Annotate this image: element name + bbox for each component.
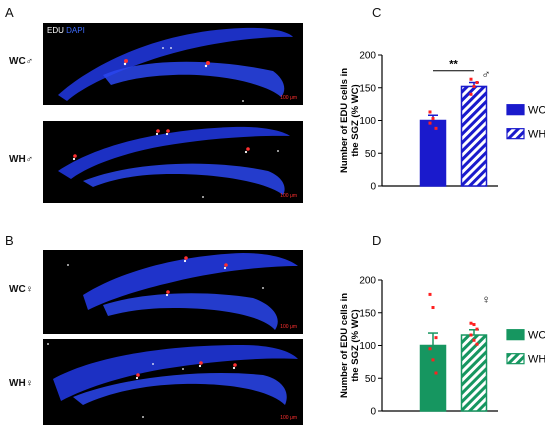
legend-label-wh: WH [528, 129, 545, 141]
y-axis-title-line: the SGZ (% WC) [350, 84, 361, 156]
legend-label-wc: WC [528, 105, 545, 117]
data-point [469, 92, 473, 96]
panel-label-c: C [372, 5, 382, 20]
data-point [472, 338, 476, 342]
micrograph-wc-male: EDU DAPI 100 μm [43, 23, 303, 105]
data-point [428, 292, 432, 296]
y-tick-label: 50 [365, 374, 377, 385]
y-axis-title-line: Number of EDU cells in [339, 293, 350, 398]
row-label-wh-female: WH♀ [9, 378, 34, 389]
data-point [472, 84, 476, 88]
channel-legend: EDU DAPI [47, 26, 85, 35]
data-point [475, 81, 479, 85]
y-tick-label: 50 [365, 149, 377, 160]
y-tick-label: 200 [359, 276, 376, 287]
legend-swatch-wh [506, 353, 525, 365]
panel-label-a: A [5, 5, 14, 20]
scale-bar-label: 100 μm [280, 415, 297, 421]
y-tick-label: 150 [359, 308, 376, 319]
y-axis-title-line: Number of EDU cells in [339, 68, 350, 173]
row-label-wc-male: WC♂ [9, 56, 34, 67]
scale-bar-label: 100 μm [280, 324, 297, 330]
legend-swatch-wc [506, 104, 525, 116]
bar-wh [460, 334, 488, 412]
channel-dapi-label: DAPI [66, 26, 85, 35]
data-point [434, 371, 438, 375]
bar-wh [460, 85, 488, 187]
data-point [475, 342, 479, 346]
panel-label-d: D [372, 233, 382, 248]
data-point [469, 77, 473, 81]
data-point [428, 110, 432, 114]
row-label-wh-male: WH♂ [9, 154, 34, 165]
scale-bar-label: 100 μm [280, 95, 297, 101]
data-point [431, 358, 435, 362]
legend-label-wc: WC [528, 330, 545, 342]
micrograph-wc-female: 100 μm [43, 250, 303, 334]
data-point [431, 117, 435, 121]
data-point [434, 126, 438, 130]
bar-wc [419, 344, 447, 412]
sex-symbol: ♂ [482, 68, 491, 82]
y-tick-label: 200 [359, 51, 376, 62]
data-point [475, 327, 479, 331]
y-axis-title-line: the SGZ (% WC) [350, 309, 361, 381]
y-tick-label: 100 [359, 116, 376, 127]
scale-bar-label: 100 μm [280, 193, 297, 199]
y-tick-label: 0 [370, 407, 376, 418]
micrograph-wh-male: 100 μm [43, 121, 303, 203]
panel-label-b: B [5, 233, 14, 248]
data-point [428, 121, 432, 125]
legend-swatch-wc [506, 329, 525, 341]
channel-edu-label: EDU [47, 26, 64, 35]
significance-label: ** [449, 59, 458, 71]
y-axis-title: Number of EDU cells inthe SGZ (% WC) [339, 68, 361, 173]
data-point [431, 306, 435, 310]
y-axis-title: Number of EDU cells inthe SGZ (% WC) [339, 293, 361, 398]
bar-chart-female: Number of EDU cells inthe SGZ (% WC) 0 50 1… [339, 276, 545, 418]
data-point [469, 333, 473, 337]
data-point [472, 323, 476, 327]
y-tick-label: 0 [370, 182, 376, 193]
y-tick-label: 100 [359, 341, 376, 352]
data-point [434, 336, 438, 340]
bar-chart-male: Number of EDU cells inthe SGZ (% WC) 0 50 1… [339, 51, 545, 193]
sex-symbol: ♀ [482, 293, 491, 307]
row-label-wc-female: WC♀ [9, 284, 34, 295]
legend-swatch-wh [506, 128, 525, 140]
micrograph-wh-female: 100 μm [43, 339, 303, 425]
y-tick-label: 150 [359, 83, 376, 94]
legend-label-wh: WH [528, 354, 545, 366]
bar-wc [419, 119, 447, 187]
data-point [469, 321, 473, 325]
data-point [428, 347, 432, 351]
